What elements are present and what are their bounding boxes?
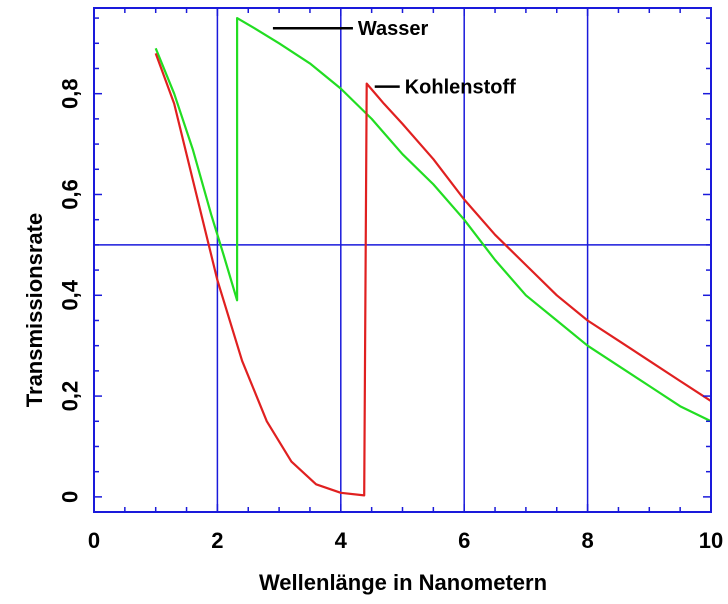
annotation-layer: Wasser Kohlenstoff [272, 18, 516, 99]
y-axis-title: Transmissionsrate [22, 213, 47, 407]
tick-layer: 0 2 4 6 8 10 0 0,2 0,4 0,6 0,8 [58, 8, 723, 553]
x-axis-title: Wellenlänge in Nanometern [259, 570, 547, 595]
x-tick-label: 0 [88, 528, 100, 553]
x-tick-label: 8 [581, 528, 593, 553]
series-line-wasser [154, 17, 712, 423]
y-tick-label: 0,2 [58, 381, 83, 412]
series-line-kohlenstoff [154, 53, 712, 497]
y-tick-label: 0,6 [58, 179, 83, 210]
series-label: Wasser [358, 18, 429, 40]
series-layer [154, 17, 712, 497]
x-tick-label: 6 [458, 528, 470, 553]
y-tick-label: 0 [58, 491, 83, 503]
y-tick-label: 0,4 [58, 279, 83, 310]
x-tick-label: 4 [335, 528, 348, 553]
series-label: Kohlenstoff [405, 77, 516, 99]
x-tick-label: 10 [699, 528, 723, 553]
y-tick-label: 0,8 [58, 78, 83, 109]
x-tick-label: 2 [211, 528, 223, 553]
plot-frame [93, 7, 712, 513]
grid-layer [94, 8, 711, 512]
